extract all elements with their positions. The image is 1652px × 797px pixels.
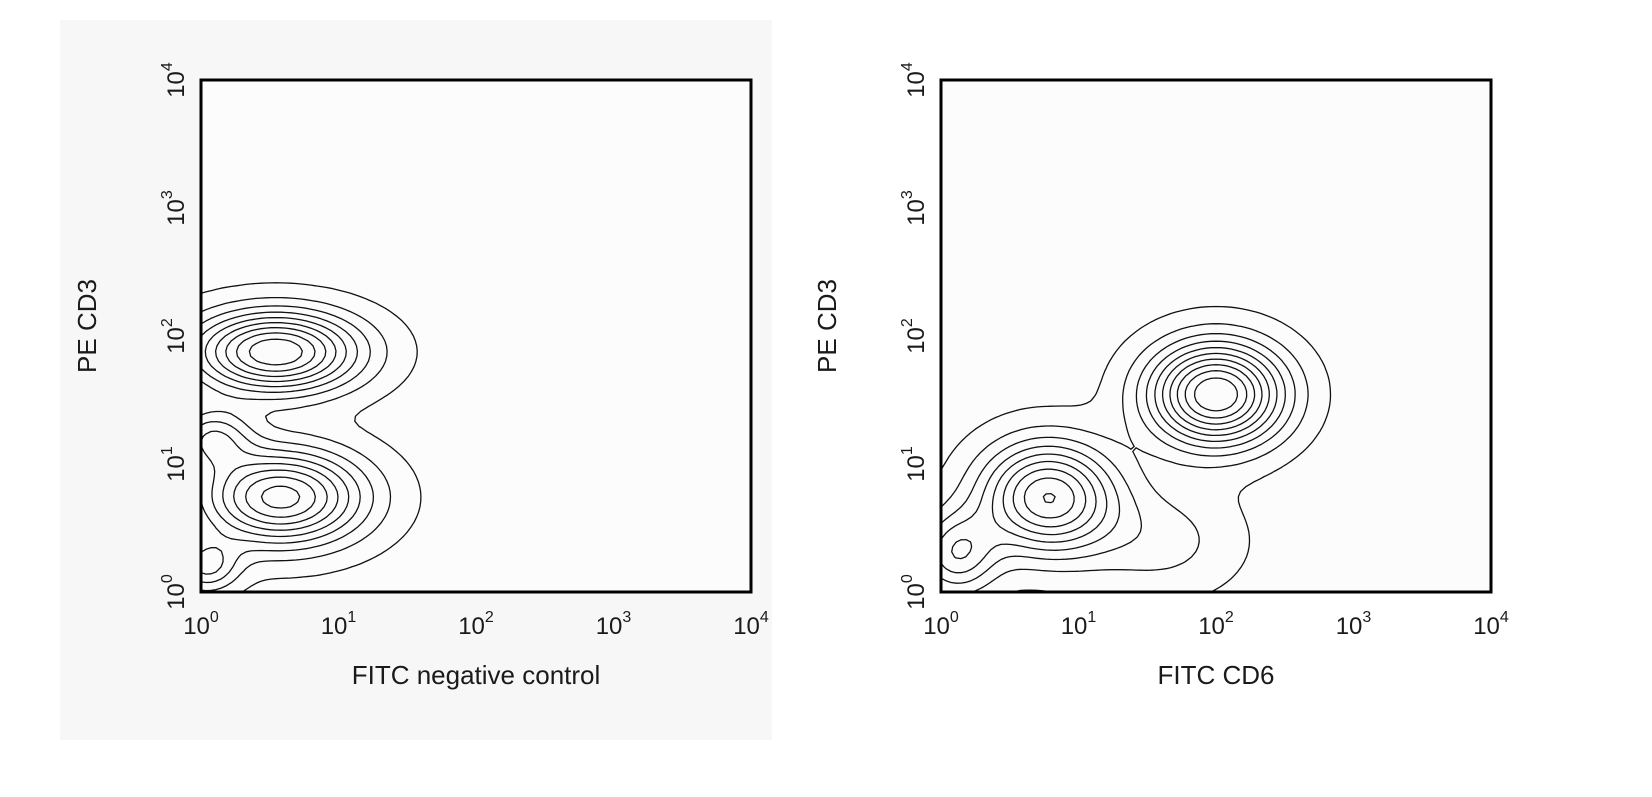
y-tick-label-0: 100: [899, 574, 930, 610]
plot-frame: [199, 78, 753, 594]
y-tick-label-1: 101: [899, 446, 930, 482]
contour-lines: [201, 282, 422, 592]
y-axis-label: PE CD3: [72, 279, 102, 373]
plot-area: [201, 80, 751, 592]
y-tick-label-1: 101: [159, 446, 190, 482]
contour-level-3: [941, 332, 1296, 584]
x-tick-label-3: 103: [596, 609, 632, 640]
plot-area: [941, 80, 1491, 592]
contour-level-5: [201, 316, 350, 538]
y-tick-label-2: 102: [159, 318, 190, 354]
contour-level-7: [1012, 358, 1263, 528]
y-tick-label-4: 104: [899, 62, 930, 98]
contour-level-5: [951, 346, 1278, 560]
x-tick-label-4: 104: [733, 609, 769, 640]
x-tick-label-0: 100: [923, 609, 959, 640]
x-tick-label-1: 101: [321, 609, 357, 640]
x-tick-label-2: 102: [458, 609, 494, 640]
x-axis-label: FITC negative control: [352, 660, 601, 690]
x-axis-label: FITC CD6: [1158, 660, 1275, 690]
plot-frame: [939, 78, 1493, 594]
y-tick-label-0: 100: [159, 574, 190, 610]
contour-level-10: [1193, 377, 1239, 412]
contour-level-9: [1042, 370, 1248, 504]
contour-level-7: [225, 326, 328, 525]
y-tick-label-3: 103: [899, 190, 930, 226]
y-tick-label-3: 103: [159, 190, 190, 226]
contour-level-2: [201, 296, 392, 592]
y-tick-label-2: 102: [899, 318, 930, 354]
contour-level-8: [235, 332, 316, 518]
contour-level-6: [214, 321, 339, 531]
contour-level-9: [248, 338, 303, 509]
x-tick-label-1: 101: [1061, 609, 1097, 640]
chart-cd6: 100 101 102 103 104 100 101 102 103 104 FITC CD6 PE…: [812, 62, 1509, 690]
y-tick-label-4: 104: [159, 62, 190, 98]
contour-level-4: [941, 340, 1286, 574]
x-tick-label-2: 102: [1198, 609, 1234, 640]
x-tick-label-0: 100: [183, 609, 219, 640]
chart-negative-control: 100 101 102 103 104 100 101 102 103 104 FITC negat…: [72, 62, 769, 690]
x-tick-label-4: 104: [1473, 609, 1509, 640]
contour-level-3: [201, 305, 375, 584]
contour-level-8: [1023, 364, 1256, 519]
y-axis-label: PE CD3: [812, 279, 842, 373]
contour-level-6: [1002, 352, 1270, 536]
x-tick-label-3: 103: [1336, 609, 1372, 640]
